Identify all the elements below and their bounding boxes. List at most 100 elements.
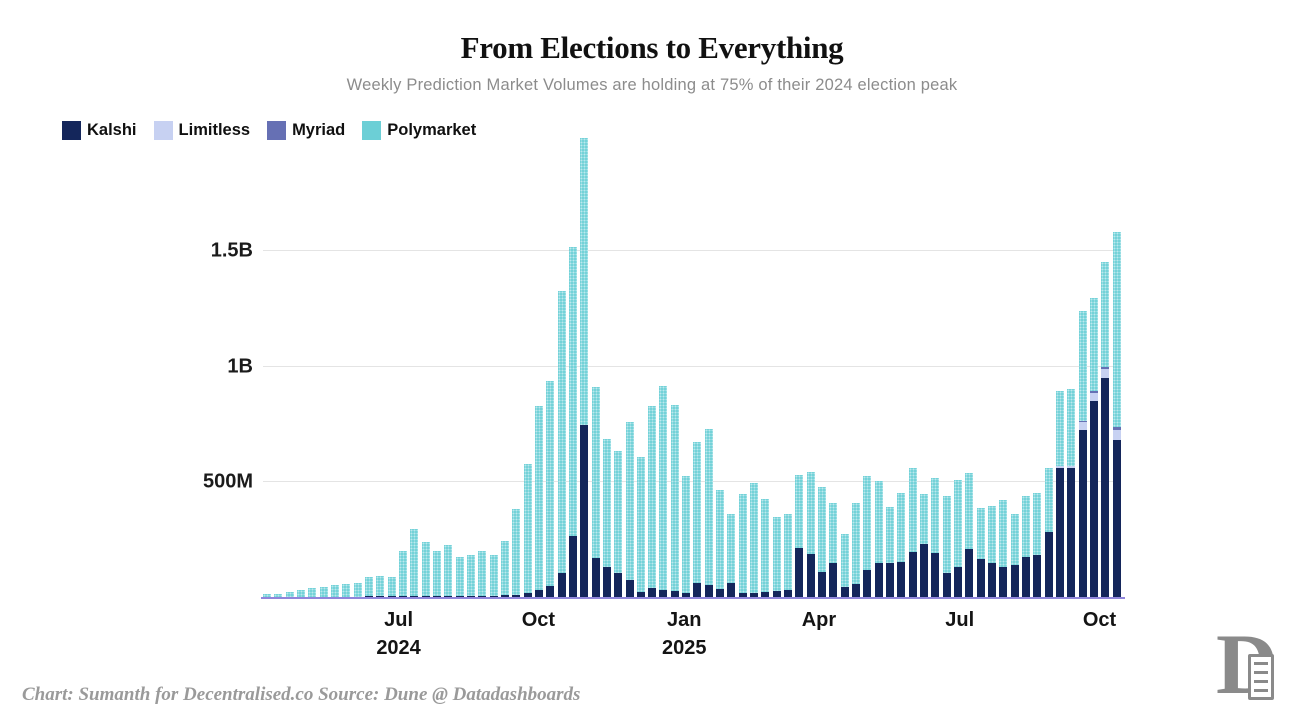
bar-segment-polymarket [761,499,770,593]
bar-segment-kalshi [988,563,996,598]
bar-segment-polymarket [342,584,351,597]
x-axis-label-Jul: Jul [945,609,975,631]
bar-segment-kalshi [761,592,770,598]
bar-segment-polymarket [364,577,373,597]
bar-week-26 [546,380,555,598]
bars-container [263,115,1121,598]
bar-segment-limitless [1078,422,1087,431]
legend-item-kalshi: Kalshi [62,121,137,140]
bar-segment-polymarket [398,550,407,597]
bar-segment-kalshi [512,594,521,598]
bar-segment-polymarket [285,591,294,597]
legend-item-limitless: Limitless [153,121,250,140]
bar-segment-kalshi [795,548,804,598]
bar-week-45 [761,499,770,598]
bar-week-51 [829,502,838,598]
bar-segment-polymarket [942,495,951,573]
bar-segment-polymarket [999,500,1008,567]
bar-segment-polymarket [784,513,793,590]
bar-segment-polymarket [1044,468,1053,532]
bar-segment-kalshi [444,595,453,598]
bar-segment-polymarket [534,406,543,590]
bar-week-22 [500,540,509,598]
bar-segment-polymarket [806,471,815,555]
gridline-500M [263,481,1121,483]
x-axis-label-Oct: Oct [521,609,556,631]
bar-segment-kalshi [806,554,815,598]
bar-segment-polymarket [330,585,339,597]
bar-segment-kalshi [636,592,645,598]
bar-segment-polymarket [602,439,611,567]
bar-segment-polymarket [727,513,736,583]
bar-segment-kalshi [602,566,611,598]
bar-week-8 [342,584,351,598]
bar-week-20 [478,550,487,598]
bar-week-53 [852,503,861,598]
legend-item-myriad: Myriad [267,121,345,140]
bar-segment-kalshi [1044,531,1053,598]
bar-segment-kalshi [478,595,487,598]
bar-week-65 [988,506,996,598]
bar-week-38 [682,476,691,598]
bar-week-28 [568,246,577,598]
bar-segment-polymarket [625,421,634,580]
bar-segment-kalshi [659,589,668,598]
bar-week-29 [580,138,589,598]
bar-segment-polymarket [1055,391,1064,466]
bar-segment-kalshi [965,549,974,598]
bar-segment-kalshi [999,566,1008,598]
bar-segment-polymarket [500,540,509,596]
bar-segment-polymarket [704,429,713,586]
bar-week-32 [614,450,623,598]
bar-segment-polymarket [1089,297,1098,391]
bar-segment-kalshi [523,593,532,598]
bar-week-58 [908,468,917,598]
bar-segment-limitless [1112,429,1121,440]
bar-segment-polymarket [636,457,645,593]
chart-title: From Elections to Everything [460,30,844,65]
bar-week-71 [1055,391,1064,598]
bar-week-37 [670,404,679,598]
bar-segment-kalshi [1067,468,1076,598]
bar-segment-polymarket [455,557,464,597]
bar-segment-limitless [1067,465,1076,469]
bar-week-40 [704,429,713,598]
bar-segment-kalshi [874,562,883,598]
bar-week-72 [1067,389,1076,598]
bar-segment-kalshi [682,593,691,598]
bar-week-15 [421,541,430,598]
bar-segment-polymarket [1101,261,1110,367]
bar-segment-kalshi [591,557,600,598]
bar-week-12 [387,577,396,598]
bar-week-47 [784,513,793,598]
bar-segment-kalshi [648,588,657,598]
bar-week-43 [738,494,747,598]
bar-week-69 [1033,493,1042,598]
bar-segment-kalshi [738,593,747,598]
bar-week-66 [999,500,1008,598]
bar-segment-polymarket [353,582,362,597]
bar-segment-polymarket [931,478,940,553]
bar-week-52 [840,534,849,598]
bar-segment-kalshi [920,544,929,598]
bar-week-36 [659,385,668,598]
bar-week-49 [806,471,815,598]
bar-segment-polymarket [954,479,963,568]
bar-week-70 [1044,468,1053,598]
bar-segment-kalshi [1055,468,1064,598]
bar-segment-polymarket [670,404,679,592]
y-axis-label-1B: 1B [227,355,253,378]
bar-segment-kalshi [840,586,849,598]
bar-segment-kalshi [750,593,759,598]
bar-week-68 [1021,495,1030,598]
bar-segment-polymarket [693,441,702,583]
bar-segment-kalshi [1010,564,1019,598]
bar-segment-polymarket [863,476,872,571]
bar-week-10 [364,577,373,598]
x-axis-label-Jan2025: Jan 2025 [662,609,707,659]
bar-segment-polymarket [376,576,385,597]
bar-week-73 [1078,311,1087,598]
bar-segment-polymarket [920,494,929,545]
bar-segment-polymarket [795,474,804,549]
bar-segment-kalshi [772,591,781,598]
